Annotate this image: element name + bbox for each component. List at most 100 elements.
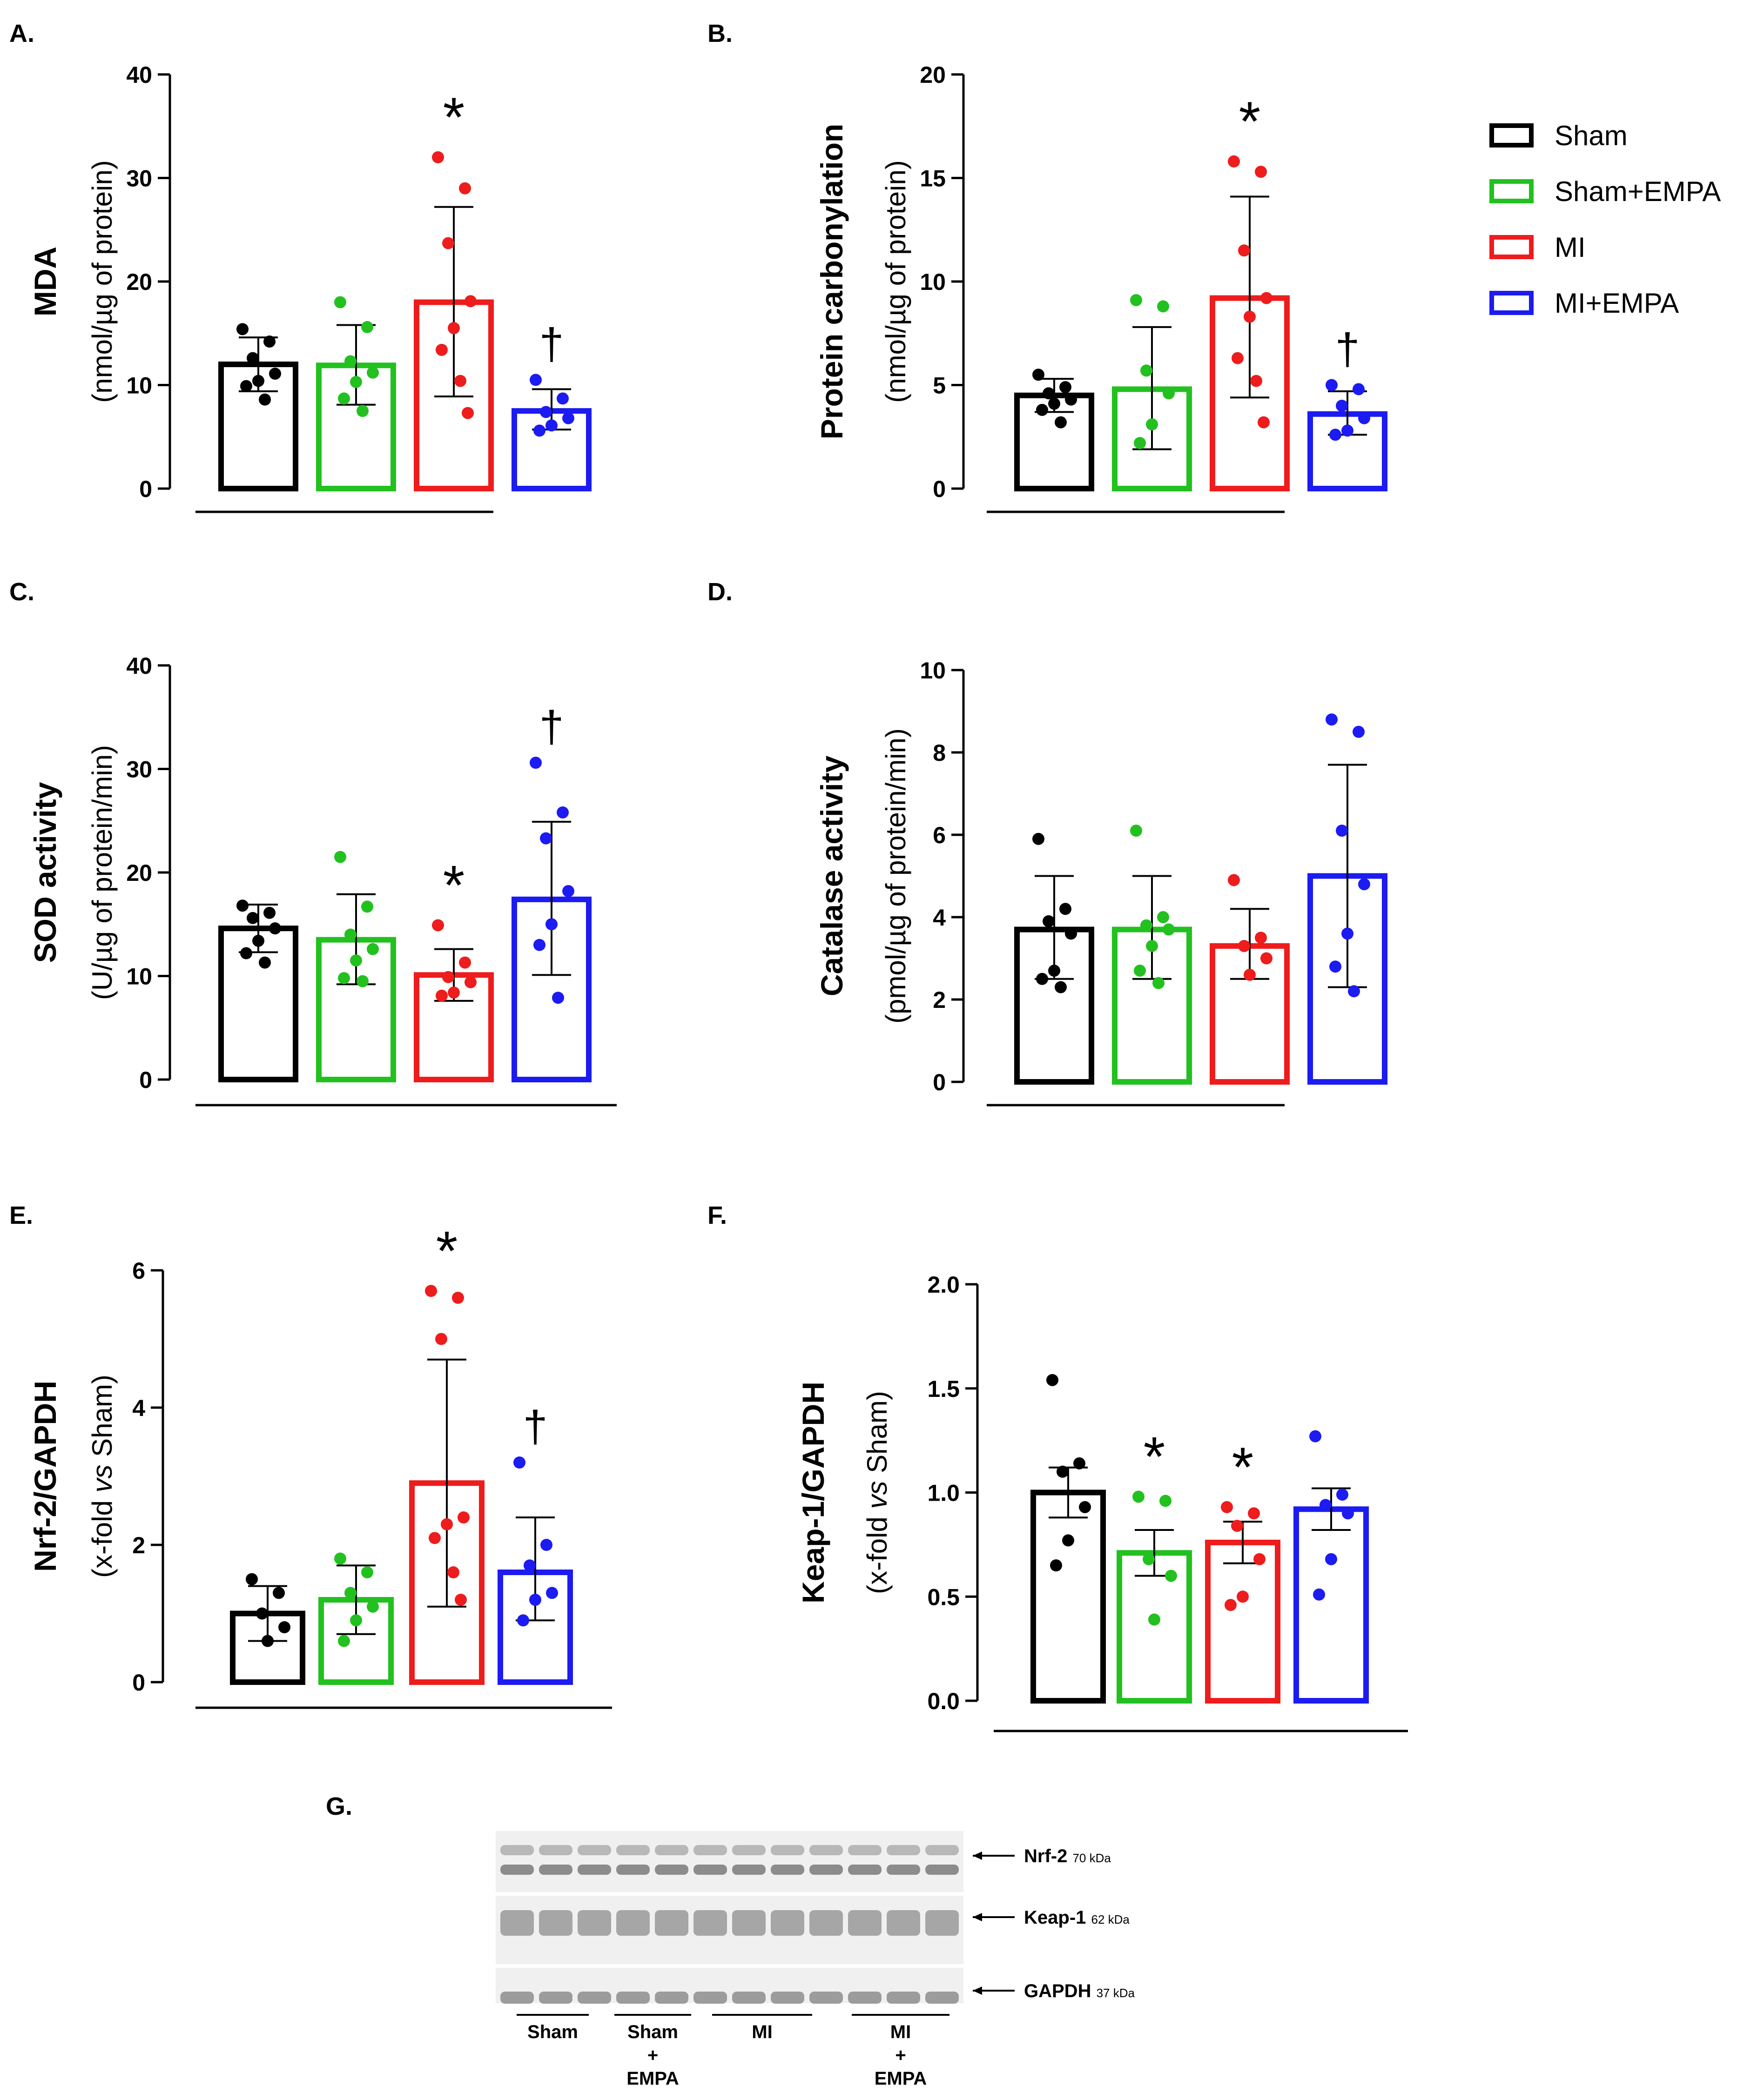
data-point xyxy=(545,419,558,432)
y-tick-label: 0 xyxy=(933,476,946,502)
data-point xyxy=(1336,825,1348,837)
data-point xyxy=(459,956,471,969)
legend-label: MI xyxy=(1555,232,1586,263)
data-point xyxy=(436,343,448,356)
data-point xyxy=(1146,939,1158,952)
data-point xyxy=(1036,973,1048,985)
band xyxy=(809,1910,843,1936)
chart-panel-3: C. 0 10 20 30 40 SOD activity (U/µg of protein/… xyxy=(9,578,617,1107)
significance-mark: * xyxy=(443,854,465,916)
y-tick-label: 10 xyxy=(126,964,152,990)
legend-swatch xyxy=(1489,123,1534,148)
y-tick-label: 20 xyxy=(920,62,946,88)
data-point xyxy=(557,806,569,819)
y-axis-sublabel: (nmol/µg of protein) xyxy=(880,160,911,403)
western-blot: G. Nrf-2 70 kDa Keap-1 62 kDa GAPDH 37 kDa S… xyxy=(326,1792,1135,2089)
data-point xyxy=(1309,1430,1321,1442)
band xyxy=(771,1845,804,1855)
data-point xyxy=(1336,400,1348,412)
data-point xyxy=(259,393,271,406)
data-point xyxy=(236,899,249,912)
y-tick-label: 0 xyxy=(132,1670,145,1696)
data-point xyxy=(1353,725,1365,738)
band xyxy=(809,1992,843,2004)
data-point xyxy=(246,1573,258,1585)
band xyxy=(500,1910,534,1936)
band xyxy=(848,1910,882,1936)
data-point xyxy=(1244,968,1256,981)
band xyxy=(887,1910,920,1936)
y-tick-label: 20 xyxy=(126,269,152,295)
y-tick-label: 4 xyxy=(933,905,946,931)
data-point xyxy=(240,380,252,392)
band xyxy=(578,1910,611,1936)
data-point xyxy=(350,954,362,967)
band xyxy=(809,1865,843,1875)
data-point xyxy=(334,296,346,309)
y-tick-label: 0.5 xyxy=(927,1584,960,1610)
significance-mark: † xyxy=(523,1402,548,1451)
band xyxy=(616,1910,650,1936)
legend: Sham Sham+EMPA MI MI+EMPA xyxy=(1489,120,1721,319)
data-point xyxy=(540,1539,552,1551)
data-point xyxy=(252,934,264,947)
panel-label: F. xyxy=(707,1201,727,1229)
panel-label: B. xyxy=(707,20,733,47)
data-point xyxy=(247,352,259,364)
data-point xyxy=(1329,960,1341,973)
band xyxy=(848,1865,882,1875)
band xyxy=(655,1910,688,1936)
data-point xyxy=(247,912,259,924)
data-point xyxy=(256,1607,268,1620)
data-point xyxy=(1062,1534,1074,1547)
y-axis-label: Keap-1/GAPDH xyxy=(796,1382,830,1604)
significance-mark: * xyxy=(1239,90,1261,153)
y-tick-label: 20 xyxy=(126,860,152,886)
panel-label: C. xyxy=(9,578,34,606)
significance-mark: † xyxy=(539,702,564,751)
y-axis-label: Protein carbonylation xyxy=(815,124,849,439)
significance-mark: * xyxy=(1232,1436,1254,1498)
data-point xyxy=(1342,1507,1354,1520)
significance-mark: † xyxy=(1335,325,1360,374)
data-point xyxy=(1157,911,1169,923)
band xyxy=(732,1910,766,1936)
y-axis-sublabel: (x-fold vs Sham) xyxy=(87,1375,118,1578)
chart-panel-4: D. 0 2 4 6 8 10 Catalase activity (pmol/µg of pr… xyxy=(707,578,1387,1107)
data-point xyxy=(263,335,276,348)
data-point xyxy=(1146,418,1158,431)
y-tick-label: 2.0 xyxy=(927,1272,960,1298)
bar-MI xyxy=(1205,1539,1280,1704)
data-point xyxy=(1238,939,1250,952)
panel-label: G. xyxy=(326,1792,352,1820)
data-point xyxy=(1320,1499,1332,1511)
data-point xyxy=(1232,352,1244,364)
data-point xyxy=(1255,166,1267,178)
band xyxy=(500,1865,534,1875)
data-point xyxy=(1250,375,1262,387)
panel-label: D. xyxy=(707,578,733,606)
band xyxy=(578,1845,611,1855)
y-axis-label: SOD activity xyxy=(28,782,62,963)
data-point xyxy=(1353,383,1365,396)
band xyxy=(500,1845,534,1855)
data-point xyxy=(432,919,444,932)
data-point xyxy=(1143,1553,1155,1565)
data-point xyxy=(1163,923,1175,936)
blot-row-label: GAPDH 37 kDa xyxy=(1024,1981,1135,2001)
y-tick-label: 10 xyxy=(920,269,946,295)
data-point xyxy=(1159,1495,1172,1507)
data-point xyxy=(1248,1507,1260,1520)
data-point xyxy=(1048,397,1060,410)
data-point xyxy=(1255,932,1267,944)
data-point xyxy=(429,1532,441,1544)
data-point xyxy=(262,1635,274,1647)
data-point xyxy=(357,405,369,417)
data-point xyxy=(452,1292,464,1304)
band xyxy=(655,1845,688,1855)
data-point xyxy=(334,1552,346,1565)
y-tick-label: 0 xyxy=(933,1069,946,1095)
chart-panel-2: B. 0 5 10 15 20 Protein carbonylation (nmol/µg … xyxy=(707,20,1387,513)
data-point xyxy=(1341,927,1353,940)
data-point xyxy=(442,237,454,249)
